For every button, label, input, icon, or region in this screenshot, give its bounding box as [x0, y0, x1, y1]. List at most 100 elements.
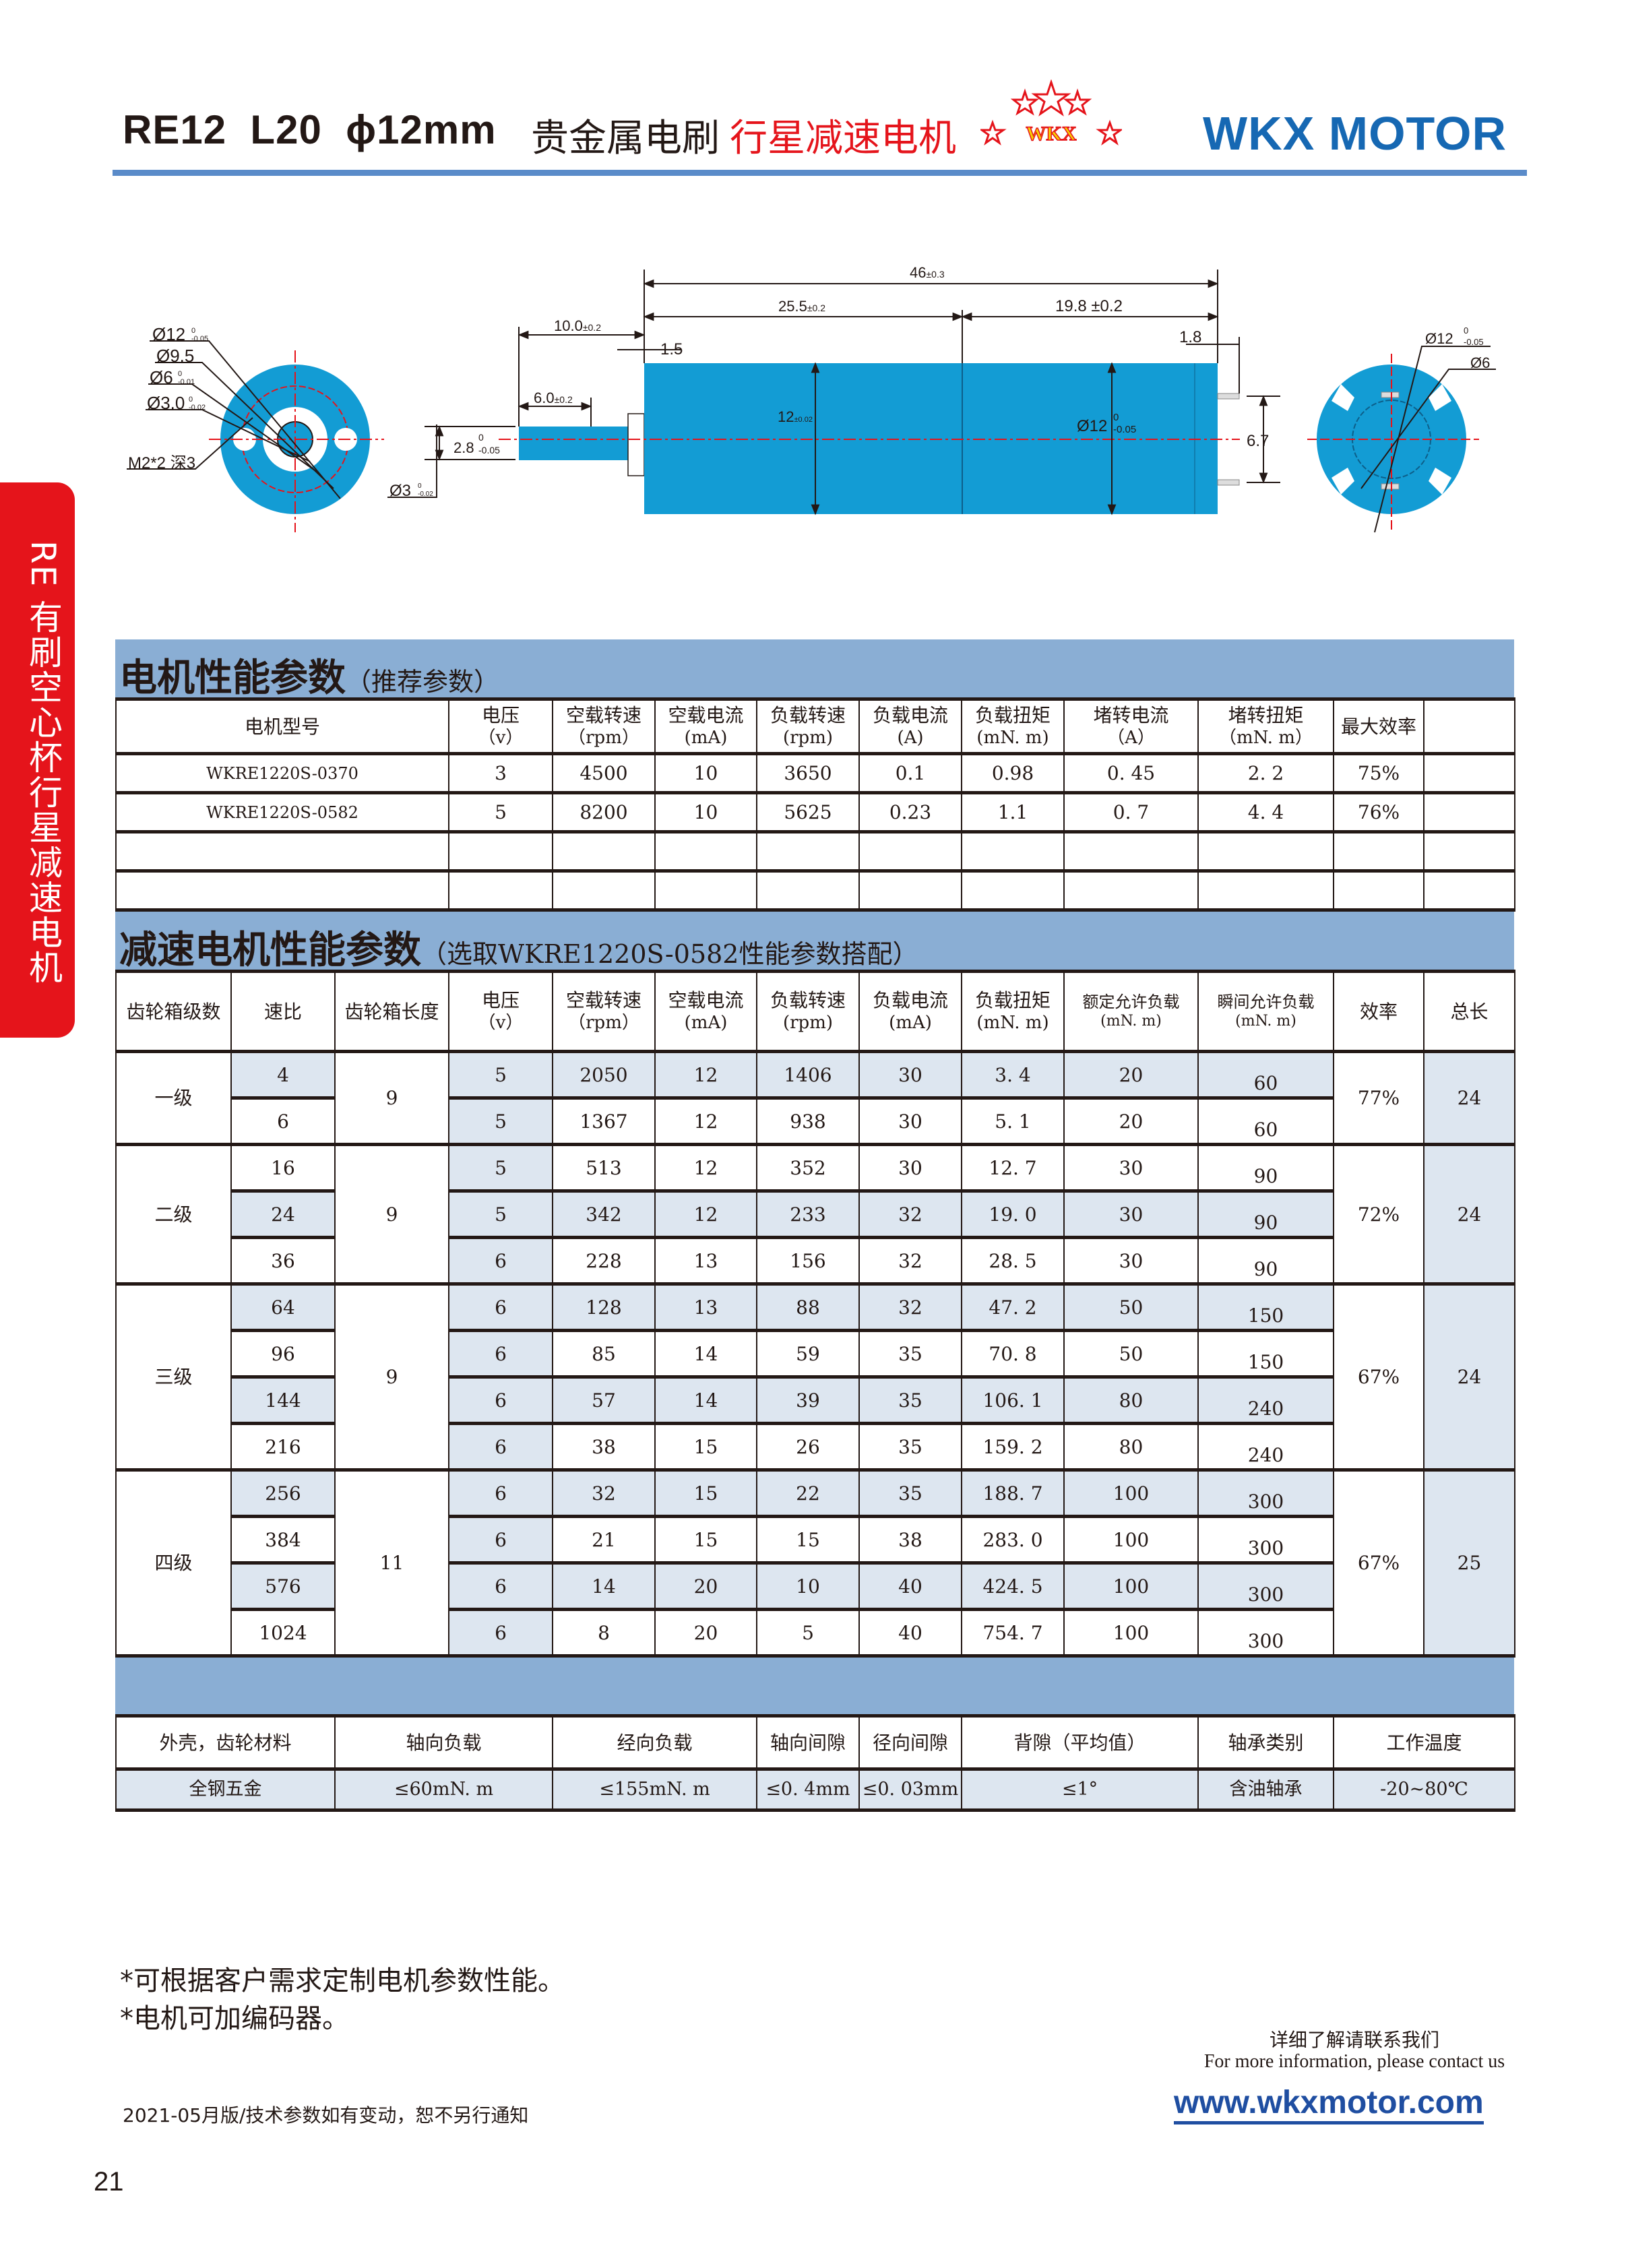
- contact-cn: 详细了解请联系我们: [1269, 2029, 1439, 2051]
- table-cell: 15: [654, 1468, 757, 1518]
- instant-load-cell: 90: [1197, 1143, 1334, 1193]
- table-cell: [1197, 830, 1334, 873]
- table-row: WKRE1220S-0582 5 8200 10 5625 0.23 1.1 0. 7 4. 4…: [115, 791, 1515, 833]
- ratio-cell: 576: [230, 1561, 336, 1611]
- reducer-table-subtitle: （选取WKRE1220S-0582性能参数搭配）: [421, 939, 918, 969]
- table-cell: 5625: [756, 791, 860, 833]
- table-cell: 50: [1063, 1329, 1199, 1379]
- spec-header: 轴向间隙: [756, 1714, 860, 1771]
- gearbox-length-dim: 25.5±0.2: [778, 298, 825, 315]
- spec-header: 工作温度: [1333, 1714, 1515, 1771]
- motor-table-subtitle: （推荐参数）: [346, 667, 500, 697]
- column-header-unit: （A）: [1107, 728, 1155, 749]
- column-header-unit: (rpm): [782, 1013, 833, 1034]
- instant-load-cell: 90: [1197, 1236, 1334, 1286]
- column-header-unit: (mN. m): [976, 728, 1049, 749]
- spec-value: 含油轴承: [1197, 1767, 1334, 1812]
- table-cell: 938: [756, 1096, 860, 1146]
- table-cell: [654, 869, 757, 912]
- column-header: 速比: [230, 970, 336, 1053]
- instant-load-cell: 240: [1197, 1375, 1334, 1425]
- table-cell: 14: [552, 1561, 656, 1611]
- table-cell: 30: [1063, 1236, 1199, 1286]
- table-cell: 1406: [756, 1050, 860, 1100]
- svg-text:0: 0: [478, 432, 484, 443]
- table-cell: 6: [448, 1608, 553, 1658]
- front-d6-label: Ø6: [150, 367, 173, 387]
- spec-header: 外壳，齿轮材料: [115, 1714, 336, 1771]
- motor-table-title-band: 电机性能参数（推荐参数）: [115, 639, 1514, 700]
- instant-load-cell: 150: [1197, 1282, 1334, 1332]
- star-icon: [1096, 119, 1122, 146]
- table-cell: 20: [654, 1561, 757, 1611]
- table-cell: 8200: [552, 791, 656, 833]
- table-row: 576 6 14 20 10 40 424. 5 100 300: [116, 1561, 1515, 1611]
- column-header: 最大效率: [1333, 697, 1425, 755]
- column-header-label: 电压: [481, 989, 520, 1012]
- instant-load-cell: 90: [1197, 1189, 1334, 1239]
- website-link[interactable]: www.wkxmotor.com: [1174, 2085, 1484, 2124]
- shaft-length-dim: 10.0±0.2: [554, 317, 601, 334]
- ratio-cell: 384: [230, 1515, 336, 1565]
- note-custom: *可根据客户需求定制电机参数性能。: [120, 1965, 565, 1996]
- svg-text:-0.05: -0.05: [478, 445, 500, 455]
- table-cell: 15: [756, 1515, 860, 1565]
- spec-header: 径向间隙: [858, 1714, 962, 1771]
- table-cell: 283. 0: [961, 1515, 1065, 1565]
- table-cell: 0.98: [961, 752, 1065, 794]
- terminal-pitch-dim: 6.7: [1247, 432, 1269, 450]
- gear-stage-cell: 一级: [115, 1050, 232, 1146]
- back-d12-label: Ø12: [1425, 330, 1453, 347]
- table-cell: [961, 830, 1065, 873]
- spec-value: 全钢五金: [115, 1767, 336, 1812]
- ratio-cell: 6: [230, 1096, 336, 1146]
- column-header-label: 负载转速: [770, 704, 846, 727]
- gear-dia-dim: 12±0.02: [778, 408, 813, 425]
- total-length-cell: 24: [1423, 1050, 1515, 1146]
- table-cell: 80: [1063, 1422, 1199, 1472]
- column-header: 电压 （v）: [448, 697, 553, 755]
- total-length-cell: 24: [1423, 1282, 1515, 1472]
- table-cell: 0. 45: [1063, 752, 1199, 794]
- ratio-cell: 96: [230, 1329, 336, 1379]
- table-cell: 754. 7: [961, 1608, 1065, 1658]
- table-cell: 4500: [552, 752, 656, 794]
- terminal-length-dim: 1.8: [1179, 328, 1201, 346]
- column-header: 空载转速 （rpm）: [552, 970, 656, 1053]
- spec-band: [115, 1658, 1514, 1714]
- flange-dim: 1.5: [660, 340, 683, 358]
- flat-length-dim: 6.0±0.2: [534, 389, 573, 406]
- table-row: 二级 16 9 5 513 12 352 30 12. 7 30 90 72% 24: [115, 1143, 1515, 1286]
- front-d12-label: Ø12: [152, 324, 185, 344]
- spec-value: ≤0. 03mm: [858, 1767, 962, 1812]
- table-cell: 32: [858, 1189, 962, 1239]
- table-cell: [858, 869, 962, 912]
- column-header-label: 堵转扭矩: [1228, 704, 1304, 727]
- gearbox-length-cell: 9: [334, 1143, 449, 1286]
- ratio-cell: 216: [230, 1422, 336, 1472]
- column-header-unit: (mN. m): [1235, 1013, 1296, 1030]
- gear-stage-cell: 四级: [115, 1468, 232, 1658]
- column-header-unit: （rpm）: [568, 1013, 639, 1034]
- table-cell: 10: [756, 1561, 860, 1611]
- column-header-unit: (mA): [684, 1013, 728, 1034]
- star-icon: [1063, 88, 1092, 116]
- note-encoder: *电机可加编码器。: [120, 2003, 349, 2034]
- table-cell: 30: [858, 1050, 962, 1100]
- table-cell: 13: [654, 1236, 757, 1286]
- table-cell: 39: [756, 1375, 860, 1425]
- table-cell: WKRE1220S-0370: [115, 752, 449, 794]
- table-cell: 75%: [1333, 752, 1425, 794]
- table-cell: 2050: [552, 1050, 656, 1100]
- spec-value: ≤155mN. m: [552, 1767, 757, 1812]
- column-header: 电压 （v）: [448, 970, 553, 1053]
- column-header-label: 负载电流: [872, 704, 948, 727]
- ratio-cell: 1024: [230, 1608, 336, 1658]
- column-header: 空载电流 (mA): [654, 970, 757, 1053]
- table-cell: 14: [654, 1329, 757, 1379]
- table-cell: [1423, 869, 1515, 912]
- table-cell: [961, 869, 1065, 912]
- side-view: 46±0.3 25.5±0.2 19.8 ±0.2 10.0±0.2 1.5 1…: [387, 264, 1280, 515]
- svg-text:-0.05: -0.05: [1464, 337, 1484, 347]
- column-header: 瞬间允许负载 (mN. m): [1197, 970, 1334, 1053]
